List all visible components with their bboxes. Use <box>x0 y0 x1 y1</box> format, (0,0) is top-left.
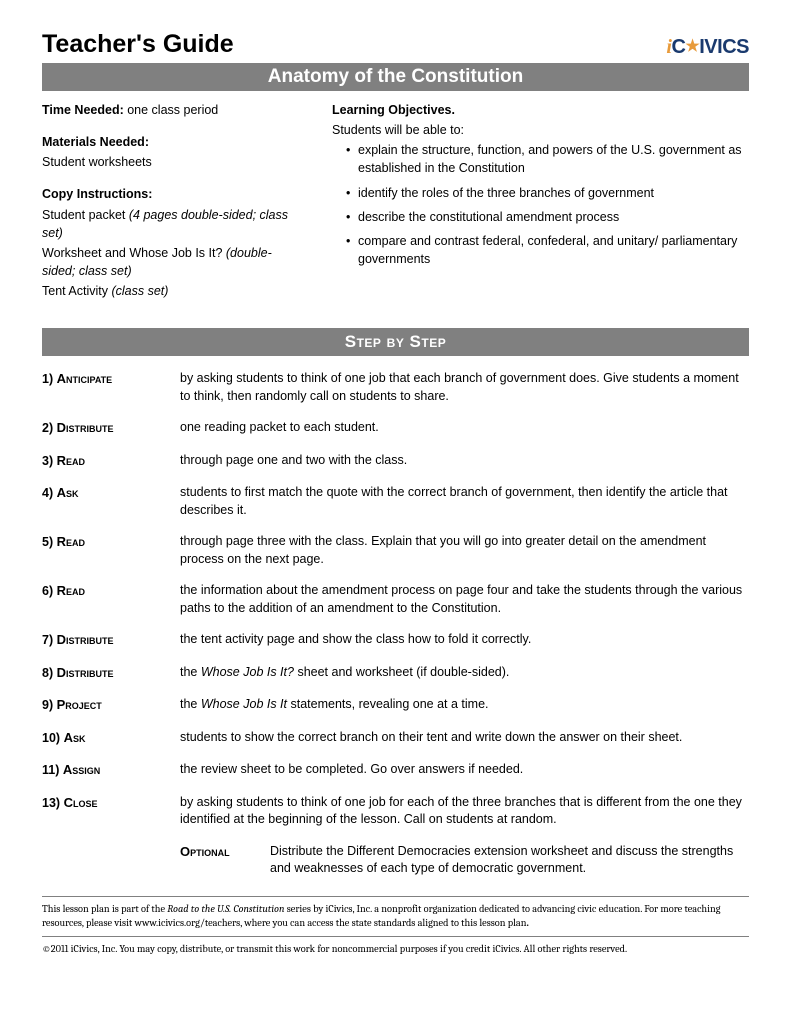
page: Teacher's Guide iC★IVICS Anatomy of the … <box>0 0 791 1024</box>
objective-item: explain the structure, function, and pow… <box>346 141 749 177</box>
objective-item: compare and contrast federal, confederal… <box>346 232 749 268</box>
info-grid: Time Needed: one class period Materials … <box>42 101 749 314</box>
header: Teacher's Guide iC★IVICS <box>42 30 749 59</box>
step-row: 6) Readthe information about the amendme… <box>42 582 749 617</box>
logo: iC★IVICS <box>666 36 749 59</box>
step-row: 2) Distributeone reading packet to each … <box>42 419 749 438</box>
step-row: 4) Askstudents to first match the quote … <box>42 484 749 519</box>
objective-item: describe the constitutional amendment pr… <box>346 208 749 226</box>
time-needed: Time Needed: one class period <box>42 101 302 119</box>
guide-title: Teacher's Guide <box>42 30 234 59</box>
title-bar: Anatomy of the Constitution <box>42 63 749 91</box>
step-bar: Step by Step <box>42 328 749 356</box>
steps: 1) Anticipateby asking students to think… <box>42 370 749 878</box>
step-row: 7) Distributethe tent activity page and … <box>42 631 749 650</box>
footer: This lesson plan is part of the Road to … <box>42 896 749 958</box>
objectives-list: explain the structure, function, and pow… <box>332 141 749 268</box>
star-icon: ★ <box>685 38 699 55</box>
divider <box>42 936 749 937</box>
materials-needed: Materials Needed: Student worksheets <box>42 133 302 171</box>
step-row: 1) Anticipateby asking students to think… <box>42 370 749 405</box>
optional-row: Optional Distribute the Different Democr… <box>180 843 749 878</box>
step-row: 3) Readthrough page one and two with the… <box>42 452 749 471</box>
objective-item: identify the roles of the three branches… <box>346 184 749 202</box>
info-left: Time Needed: one class period Materials … <box>42 101 302 314</box>
info-right: Learning Objectives. Students will be ab… <box>332 101 749 314</box>
step-row: 5) Readthrough page three with the class… <box>42 533 749 568</box>
step-row: 13) Closeby asking students to think of … <box>42 794 749 829</box>
copy-instructions: Copy Instructions: Student packet (4 pag… <box>42 185 302 300</box>
step-row: 8) Distributethe Whose Job Is It? sheet … <box>42 664 749 683</box>
step-row: 9) Projectthe Whose Job Is It statements… <box>42 696 749 715</box>
step-row: 11) Assignthe review sheet to be complet… <box>42 761 749 780</box>
objectives-intro: Students will be able to: <box>332 121 749 139</box>
objectives-label: Learning Objectives. <box>332 101 749 119</box>
step-row: 10) Askstudents to show the correct bran… <box>42 729 749 748</box>
